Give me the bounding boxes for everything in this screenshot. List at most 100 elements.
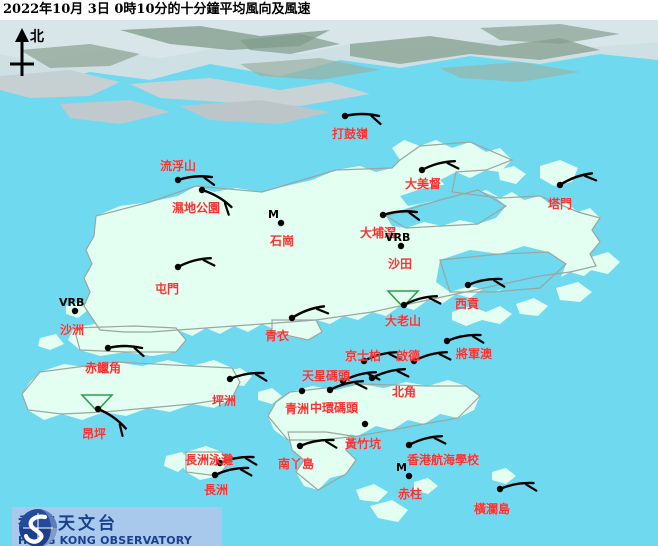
station-dot[interactable]: [339, 377, 347, 385]
station-marker[interactable]: [397, 242, 405, 250]
station-dot[interactable]: [277, 219, 285, 227]
station-marker[interactable]: [361, 420, 369, 428]
station-marker[interactable]: [296, 438, 338, 450]
station-marker[interactable]: [418, 160, 460, 174]
station-dot[interactable]: [361, 420, 369, 428]
wind-barb-shaft: [558, 172, 594, 187]
station-dot[interactable]: [556, 181, 564, 189]
cheung-chau: [180, 446, 228, 480]
station-dot[interactable]: [216, 459, 224, 467]
station-label: 流浮山: [160, 159, 197, 173]
wind-barb-shaft: [106, 344, 144, 350]
wind-barb-feather: [583, 174, 598, 182]
station-dot[interactable]: [405, 441, 413, 449]
station-label: 青洲: [285, 402, 310, 416]
station-label: 沙洲: [60, 323, 85, 337]
wind-barb-shaft: [176, 257, 213, 269]
wind-barb-feather: [118, 423, 124, 438]
station-marker[interactable]: [326, 380, 368, 394]
station-label: 大老山: [385, 314, 422, 328]
station-label: 昂坪: [82, 427, 107, 441]
station-dot[interactable]: [418, 166, 426, 174]
station-dot[interactable]: [104, 344, 112, 352]
station-label: 沙田: [388, 257, 413, 271]
station-dot[interactable]: [326, 386, 334, 394]
station-marker[interactable]: [379, 210, 421, 221]
wind-barb-feather: [315, 307, 330, 315]
station-label: 赤柱: [398, 487, 423, 501]
compass-rose: 北: [4, 26, 60, 82]
station-label: 濕地公園: [172, 201, 221, 215]
station-marker[interactable]: [174, 175, 216, 186]
station-dot[interactable]: [198, 186, 206, 194]
station-marker[interactable]: [288, 305, 330, 322]
north-arrow-icon: [10, 28, 34, 76]
station-dot[interactable]: [464, 281, 472, 289]
page-title: 2022年10月 3日 0時10分的十分鐘平均風向及風速: [0, 0, 658, 20]
station-dot[interactable]: [443, 337, 451, 345]
station-dot[interactable]: [296, 442, 304, 450]
station-marker[interactable]: [341, 112, 382, 126]
station-dot[interactable]: [174, 263, 182, 271]
station-marker[interactable]: [298, 387, 306, 395]
station-label: 北角: [392, 385, 417, 399]
station-dot[interactable]: [368, 374, 376, 382]
station-marker[interactable]: [443, 333, 485, 345]
station-dot[interactable]: [174, 176, 182, 184]
station-dot[interactable]: [288, 314, 296, 322]
wind-barb-feather: [433, 437, 447, 445]
station-dot[interactable]: [360, 357, 368, 365]
station-marker[interactable]: [226, 371, 268, 383]
wind-barb-feather: [396, 370, 410, 378]
hong-kong-island: [268, 380, 480, 440]
station-marker[interactable]: [360, 351, 402, 365]
station-label: 青衣: [265, 329, 290, 343]
station-dot[interactable]: [298, 387, 306, 395]
station-marker[interactable]: [368, 368, 410, 382]
station-marker[interactable]: [211, 466, 253, 479]
station-dot[interactable]: [94, 405, 102, 413]
wind-barb-feather: [245, 457, 258, 466]
station-label: 將軍澳: [456, 347, 493, 361]
station-marker[interactable]: [80, 394, 128, 438]
missing-data-flag: M: [396, 461, 407, 474]
wind-barb-feather: [223, 202, 230, 216]
station-marker[interactable]: [556, 172, 598, 189]
station-dot[interactable]: [71, 307, 79, 315]
station-dot[interactable]: [405, 472, 413, 480]
station-marker[interactable]: [405, 472, 413, 480]
station-marker[interactable]: [104, 344, 145, 358]
station-marker[interactable]: [386, 290, 442, 309]
station-marker[interactable]: [464, 277, 506, 289]
station-label: 長洲泳灘: [185, 453, 234, 467]
station-dot[interactable]: [379, 211, 387, 219]
station-marker[interactable]: [277, 219, 285, 227]
station-marker[interactable]: [216, 455, 258, 467]
gale-triangle-icon: [80, 394, 114, 413]
station-label: 南丫島: [278, 457, 315, 471]
station-dot[interactable]: [226, 375, 234, 383]
hko-logo: 香港天文台 HONG KONG OBSERVATORY: [12, 507, 222, 546]
chek-lap-kok: [68, 320, 186, 356]
station-marker[interactable]: [198, 186, 233, 216]
station-label: 長洲: [204, 483, 229, 497]
station-marker[interactable]: [496, 481, 538, 493]
wind-barb-feather: [428, 297, 442, 305]
station-marker[interactable]: [405, 435, 447, 449]
station-dot[interactable]: [397, 242, 405, 250]
victoria-harbour: [250, 366, 476, 390]
wind-barb-feather: [438, 353, 452, 361]
station-dot[interactable]: [496, 485, 504, 493]
station-marker[interactable]: [174, 257, 216, 271]
station-label: 大美督: [405, 177, 442, 191]
map-canvas[interactable]: 北 打鼓嶺 流浮山 濕地公園 大美督 塔門 石崗 M 大埔滘 沙田 VRB 屯門 西貢 沙洲 VRB 大老山…: [0, 20, 658, 546]
station-dot[interactable]: [341, 112, 349, 120]
station-dot[interactable]: [410, 357, 418, 365]
station-dot[interactable]: [400, 301, 408, 309]
station-marker[interactable]: [410, 351, 452, 365]
station-marker[interactable]: [71, 307, 79, 315]
wind-barb-feather: [255, 373, 268, 382]
station-dot[interactable]: [211, 471, 219, 479]
missing-data-flag: M: [268, 208, 279, 221]
